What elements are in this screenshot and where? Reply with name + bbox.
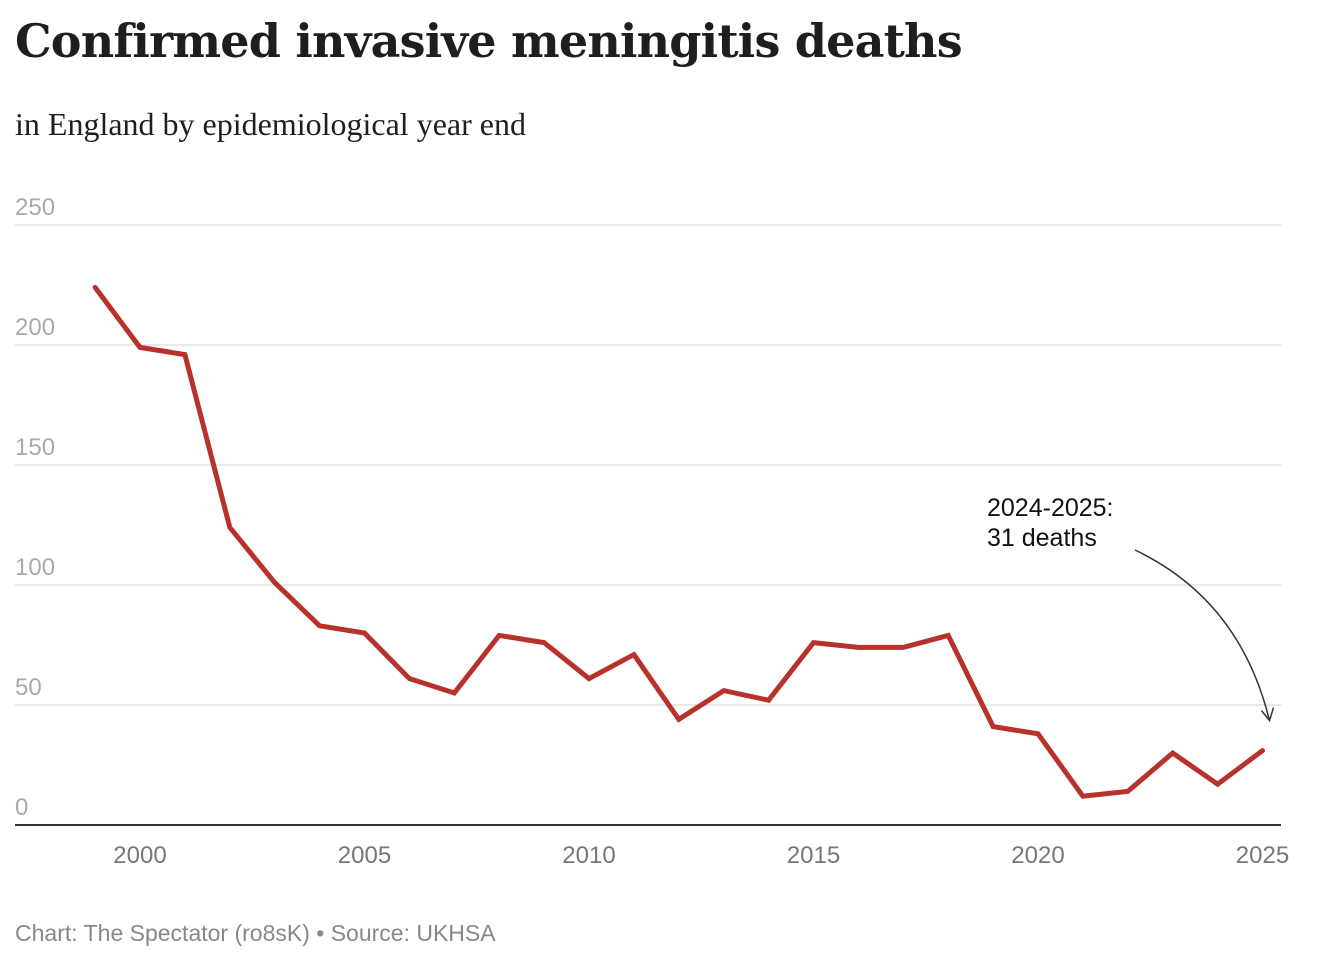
chart-title: Confirmed invasive meningitis deaths <box>15 14 963 68</box>
annotation-arrow <box>1134 549 1271 721</box>
x-tick-label: 2020 <box>1011 842 1064 869</box>
chart-subtitle: in England by epidemiological year end <box>15 106 526 142</box>
series-line <box>92 284 1265 799</box>
y-tick-label: 0 <box>15 794 28 821</box>
annotation-group: 2024-2025:31 deaths <box>987 494 1275 723</box>
gridlines <box>15 224 1281 706</box>
chart-footer: Chart: The Spectator (ro8sK) • Source: U… <box>15 920 496 946</box>
y-tick-label: 200 <box>15 314 55 341</box>
y-tick-label: 100 <box>15 554 55 581</box>
annotation-text: 31 deaths <box>987 524 1097 552</box>
x-tick-label: 2015 <box>787 842 840 869</box>
annotation-text: 2024-2025: <box>987 494 1114 522</box>
y-axis-tick-labels: 0 50 100 150 200 250 <box>15 194 55 821</box>
arrowhead-icon <box>1260 707 1275 723</box>
x-tick-label: 2010 <box>562 842 615 869</box>
x-tick-label: 2000 <box>113 842 166 869</box>
x-tick-label: 2005 <box>338 842 391 869</box>
x-axis-tick-labels: 2000 2005 2010 2015 2020 2025 <box>113 842 1289 869</box>
series-group <box>92 284 1265 799</box>
y-tick-label: 250 <box>15 194 55 221</box>
y-tick-label: 150 <box>15 434 55 461</box>
y-tick-label: 50 <box>15 674 42 701</box>
x-tick-label: 2025 <box>1236 842 1289 869</box>
